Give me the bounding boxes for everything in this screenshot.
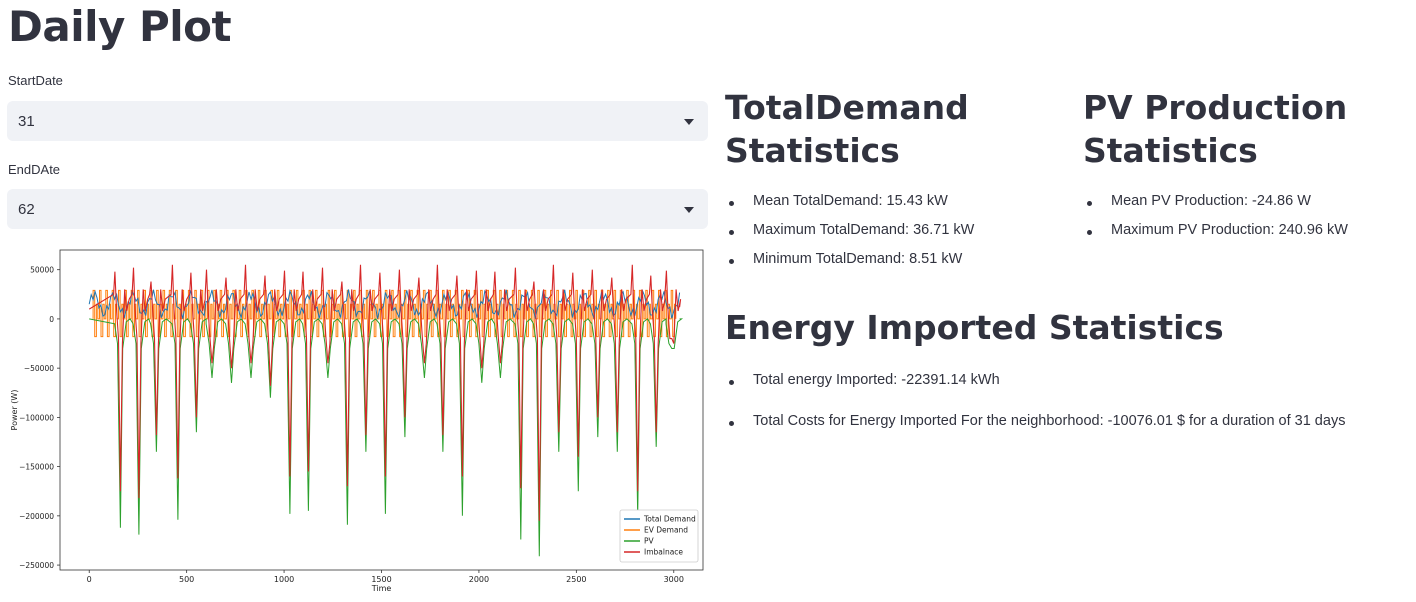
start-date-select[interactable]: 31 [7,101,708,141]
total-demand-heading: TotalDemand Statistics [725,86,969,172]
y-tick-label: 0 [49,315,54,324]
x-tick-label: 3000 [664,575,684,584]
x-tick-label: 0 [87,575,92,584]
pv-list: Mean PV Production: -24.86 W Maximum PV … [1083,193,1348,251]
total-demand-heading-line-2: Statistics [725,131,900,170]
pv-heading: PV Production Statistics [1083,86,1347,172]
x-tick-label: 2500 [566,575,586,584]
start-date-value: 31 [18,113,35,130]
y-tick-label: −250000 [19,561,54,570]
list-item: Minimum TotalDemand: 8.51 kW [725,251,974,280]
daily-plot-chart: 0 500 1000 1500 2000 2500 3000 50000 0 −50000 −100… [8,240,708,597]
end-date-value: 62 [18,201,35,218]
list-item: Mean PV Production: -24.86 W [1083,193,1348,222]
list-item: Mean TotalDemand: 15.43 kW [725,193,974,222]
x-tick-label: 2000 [469,575,489,584]
end-date-label: EndDAte [8,162,61,177]
y-tick-label: −50000 [24,364,54,373]
y-tick-label: −100000 [19,413,54,422]
pv-heading-line-2: Statistics [1083,131,1258,170]
energy-list: Total energy Imported: -22391.14 kWh Tot… [725,372,1345,442]
list-item: Maximum TotalDemand: 36.71 kW [725,222,974,251]
chart-legend [619,509,699,563]
y-tick-label: 50000 [30,266,54,275]
x-tick-label: 500 [179,575,194,584]
series-line-pv [89,317,684,557]
pv-heading-line-1: PV Production [1083,88,1348,127]
end-date-select[interactable]: 62 [7,189,708,229]
chevron-down-icon [684,207,694,213]
start-date-label: StartDate [8,73,63,88]
chevron-down-icon [684,119,694,125]
series-line-imbalance [88,264,682,521]
x-tick-label: 1000 [274,575,294,584]
list-item: Total Costs for Energy Imported For the … [725,413,1345,442]
list-item: Maximum PV Production: 240.96 kW [1083,222,1348,251]
y-axis-label: Power (W) [10,390,19,431]
x-tick-label: 1500 [371,575,391,584]
list-item: Total energy Imported: -22391.14 kWh [725,372,1345,413]
chart-svg: 0 500 1000 1500 2000 2500 3000 50000 0 −50000 −100… [10,249,704,593]
legend-label: PV [644,537,655,546]
series-line-total-demand [88,289,681,320]
energy-heading: Energy Imported Statistics [725,308,1224,347]
page-title: Daily Plot [8,2,232,51]
legend-label: EV Demand [644,526,688,535]
legend-label: Imbalnace [644,548,683,557]
legend-label: Total Demand [643,515,696,524]
total-demand-list: Mean TotalDemand: 15.43 kW Maximum Total… [725,193,974,280]
y-tick-label: −200000 [19,512,54,521]
x-axis-label: Time [371,584,392,593]
y-tick-label: −150000 [19,463,54,472]
series-line-ev-demand [92,289,677,338]
total-demand-heading-line-1: TotalDemand [725,88,969,127]
